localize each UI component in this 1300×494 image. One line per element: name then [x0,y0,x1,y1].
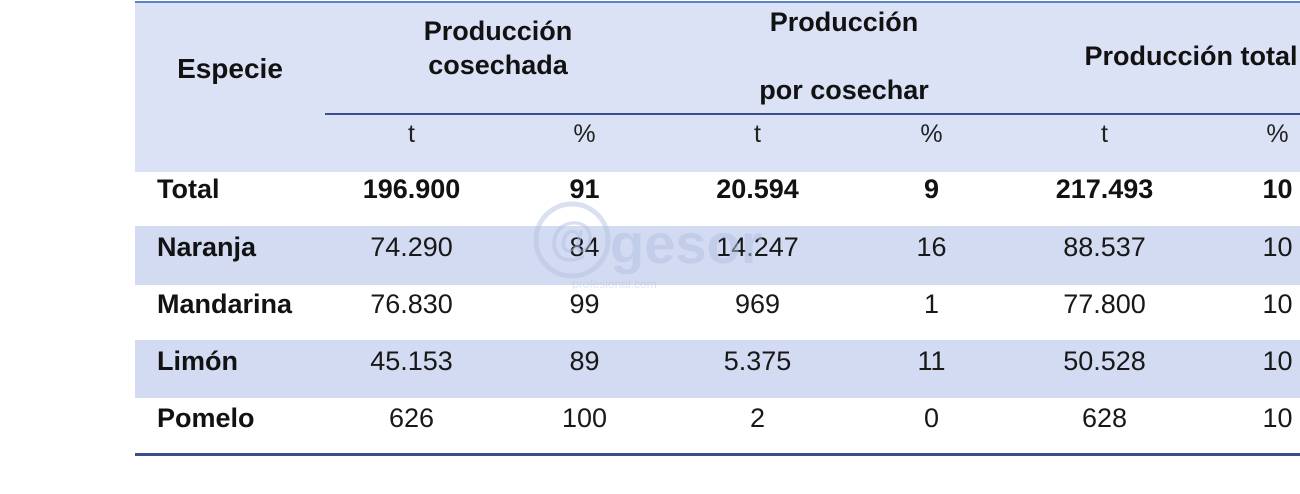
svg-text:@: @ [550,212,595,264]
svg-text:gesor: gesor [610,212,763,275]
svg-text:profesional.com: profesional.com [572,277,657,291]
